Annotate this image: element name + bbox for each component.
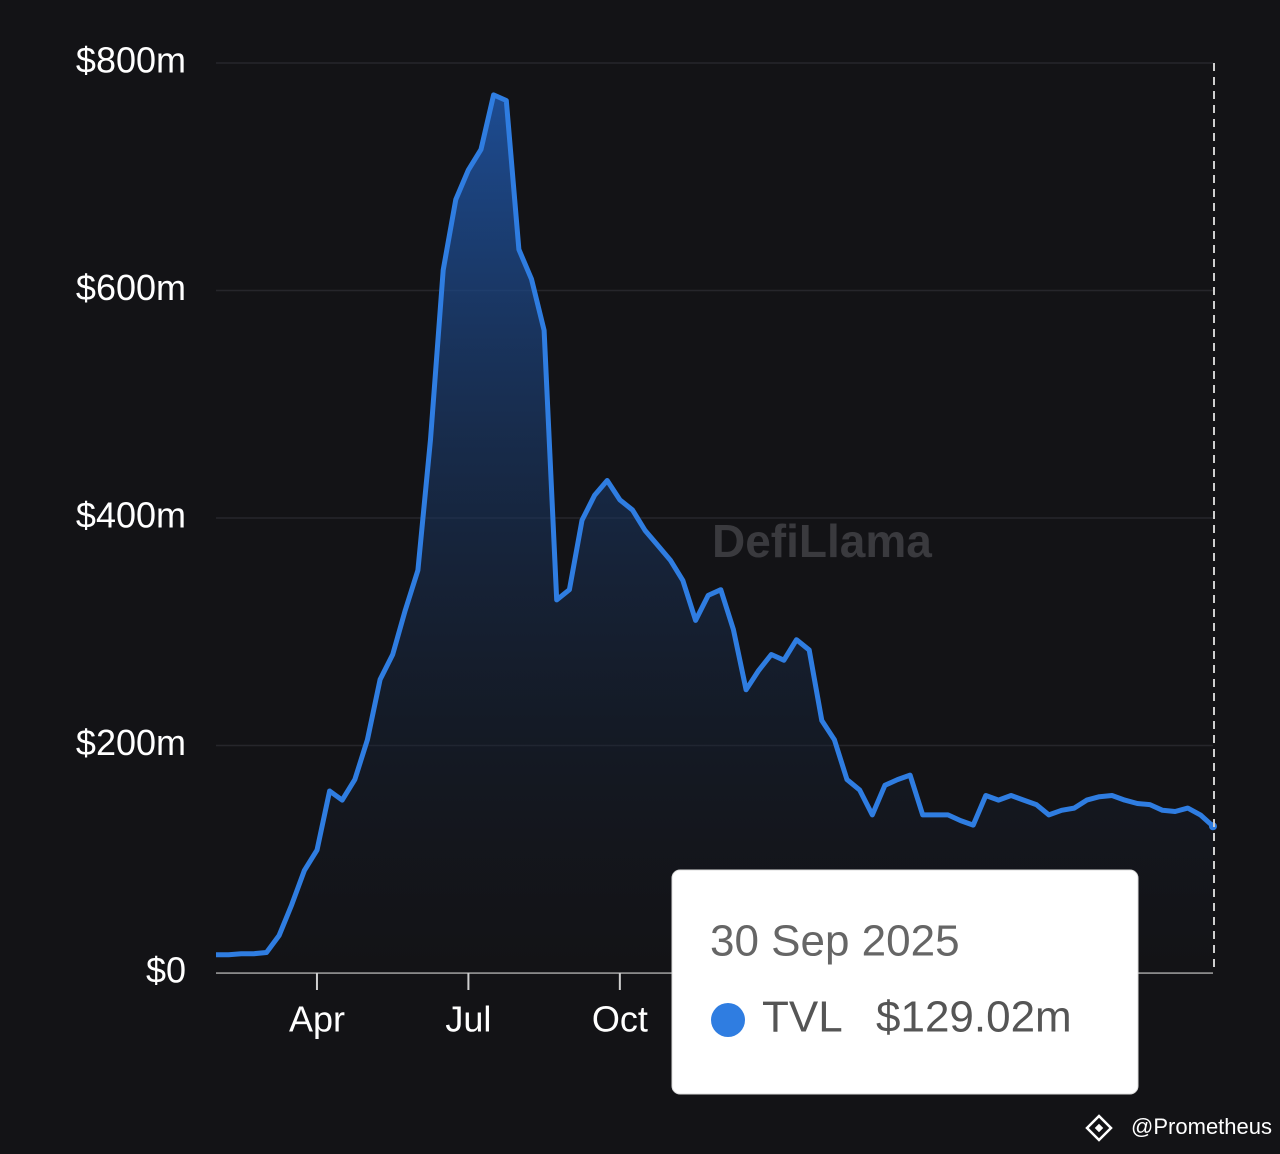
tooltip: 30 Sep 2025 TVL $129.02m <box>671 869 1139 1095</box>
x-tick-label: Jul <box>445 999 491 1040</box>
watermark: DefiLlama <box>712 515 932 567</box>
area <box>216 94 1213 973</box>
credit: @Prometheus <box>1131 1114 1272 1139</box>
tooltip-dot <box>711 1003 745 1037</box>
tooltip-box <box>671 869 1139 1095</box>
x-tick-label: Apr <box>289 999 345 1040</box>
y-tick-label: $200m <box>76 722 186 763</box>
line <box>216 92 1215 958</box>
y-tick-label: $0 <box>146 950 186 991</box>
y-tick-label: $600m <box>76 267 186 308</box>
x-tick-label: Oct <box>592 999 648 1040</box>
y-tick-label: $800m <box>76 40 186 81</box>
tooltip-series: TVL <box>762 993 843 1042</box>
tooltip-value: $129.02m <box>876 993 1072 1042</box>
tooltip-date: 30 Sep 2025 <box>710 917 960 966</box>
y-tick-label: $400m <box>76 495 186 536</box>
